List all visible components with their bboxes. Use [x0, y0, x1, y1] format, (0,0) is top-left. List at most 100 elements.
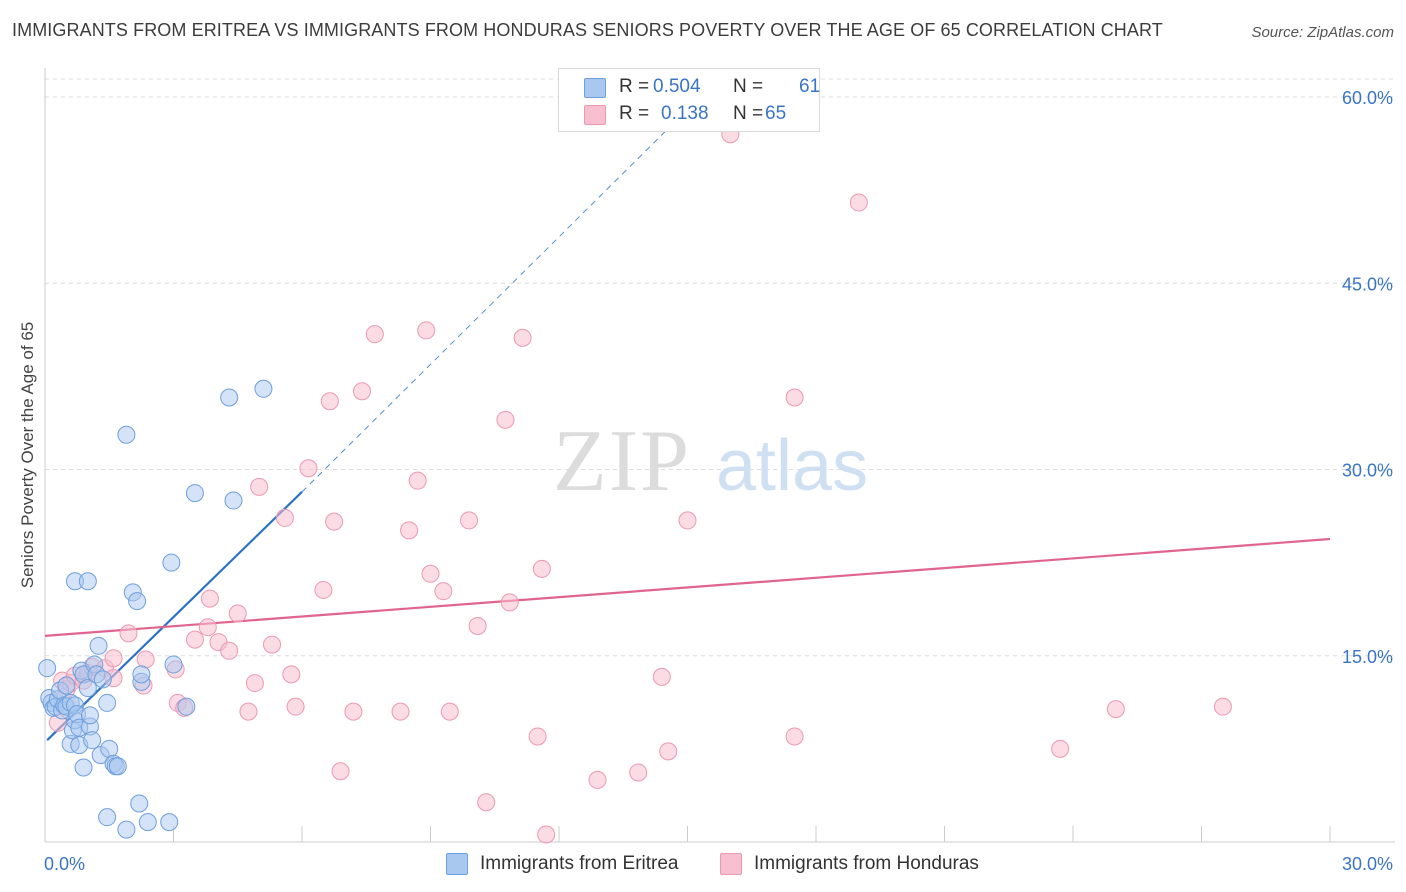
- eritrea-point: [78, 572, 97, 591]
- eritrea-point: [177, 697, 196, 716]
- honduras-point: [119, 624, 138, 643]
- legend-r-label: R =: [619, 103, 650, 124]
- honduras-point: [391, 702, 410, 721]
- honduras-point: [496, 410, 515, 429]
- y-tick-label: 45.0%: [1342, 274, 1393, 294]
- eritrea-point: [162, 553, 181, 572]
- legend-r-value: 0.504: [653, 76, 701, 97]
- eritrea-point: [138, 813, 157, 832]
- eritrea-point: [57, 676, 76, 695]
- honduras-point: [104, 649, 123, 668]
- eritrea-point: [83, 731, 102, 750]
- eritrea-point: [108, 757, 127, 776]
- honduras-point: [400, 521, 419, 540]
- legend-swatch-eritrea: [584, 78, 606, 98]
- honduras-point: [352, 382, 371, 401]
- eritrea-points: [38, 379, 273, 839]
- watermark: ZIP atlas: [553, 413, 868, 510]
- honduras-point: [320, 392, 339, 411]
- bottom-legend-eritrea: Immigrants from Eritrea: [446, 851, 678, 877]
- legend-n-label: N =: [733, 103, 764, 124]
- x-tick-label: 0.0%: [44, 854, 85, 874]
- bottom-legend-swatch-honduras: [720, 853, 742, 875]
- eritrea-trend-extension: [301, 109, 688, 493]
- honduras-point: [198, 618, 217, 637]
- honduras-point: [1213, 697, 1232, 716]
- honduras-point: [331, 762, 350, 781]
- eritrea-point: [164, 655, 183, 674]
- source-label: Source: ZipAtlas.com: [1251, 24, 1394, 41]
- honduras-point: [408, 471, 427, 490]
- y-tick-label: 15.0%: [1342, 647, 1393, 667]
- honduras-point: [537, 825, 556, 844]
- honduras-point: [678, 511, 697, 530]
- bottom-legend-honduras: Immigrants from Honduras: [720, 851, 979, 877]
- legend-n-value: 65: [765, 103, 787, 124]
- honduras-point: [417, 321, 436, 340]
- honduras-point: [629, 763, 648, 782]
- watermark-zip: ZIP: [553, 413, 691, 510]
- eritrea-point: [254, 379, 273, 398]
- chart-title: IMMIGRANTS FROM ERITREA VS IMMIGRANTS FR…: [12, 20, 1163, 40]
- honduras-point: [286, 697, 305, 716]
- eritrea-point: [117, 425, 136, 444]
- honduras-point: [477, 793, 496, 812]
- honduras-point: [185, 630, 204, 649]
- honduras-point: [200, 589, 219, 608]
- eritrea-point: [89, 636, 108, 655]
- eritrea-point: [100, 739, 119, 758]
- honduras-trend-line: [44, 537, 1331, 637]
- eritrea-point: [185, 484, 204, 503]
- eritrea-point: [98, 808, 117, 827]
- eritrea-point: [224, 491, 243, 510]
- legend-r-value: 0.138: [661, 103, 709, 124]
- eritrea-point: [98, 693, 117, 712]
- honduras-point: [532, 559, 551, 578]
- eritrea-point: [78, 679, 97, 698]
- honduras-point: [263, 635, 282, 654]
- honduras-point: [325, 512, 344, 531]
- eritrea-point: [117, 820, 136, 839]
- honduras-point: [220, 641, 239, 660]
- honduras-point: [785, 727, 804, 746]
- honduras-point: [1051, 739, 1070, 758]
- honduras-point: [588, 770, 607, 789]
- bottom-legend-label-eritrea: Immigrants from Eritrea: [480, 853, 679, 874]
- tick-labels: 15.0% 30.0% 45.0% 60.0% 0.0% 30.0%: [44, 88, 1393, 874]
- honduras-point: [365, 325, 384, 344]
- eritrea-point: [160, 813, 179, 832]
- y-tick-label: 30.0%: [1342, 461, 1393, 481]
- honduras-point: [434, 582, 453, 601]
- eritrea-point: [80, 706, 99, 725]
- x-tick-label: 30.0%: [1342, 854, 1393, 874]
- eritrea-point: [132, 665, 151, 684]
- honduras-point: [652, 667, 671, 686]
- axes: [44, 68, 1395, 843]
- honduras-point: [245, 674, 264, 693]
- honduras-point: [228, 604, 247, 623]
- honduras-point: [460, 511, 479, 530]
- honduras-point: [785, 388, 804, 407]
- honduras-point: [136, 650, 155, 669]
- honduras-point: [659, 742, 678, 761]
- honduras-point: [299, 459, 318, 478]
- honduras-point: [1106, 700, 1125, 719]
- honduras-point: [275, 508, 294, 527]
- eritrea-point: [93, 670, 112, 689]
- honduras-point: [849, 193, 868, 212]
- eritrea-trend-line: [46, 491, 303, 741]
- trend-lines: [44, 109, 1331, 741]
- honduras-point: [528, 727, 547, 746]
- legend-r-label: R =: [619, 76, 650, 97]
- honduras-point: [500, 593, 519, 612]
- honduras-point: [314, 580, 333, 599]
- eritrea-point: [74, 758, 93, 777]
- eritrea-point: [128, 592, 147, 611]
- eritrea-point: [220, 388, 239, 407]
- honduras-point: [421, 564, 440, 583]
- legend-n-value: 61: [799, 76, 821, 97]
- legend-swatch-honduras: [584, 105, 606, 125]
- honduras-point: [468, 616, 487, 635]
- honduras-point: [440, 702, 459, 721]
